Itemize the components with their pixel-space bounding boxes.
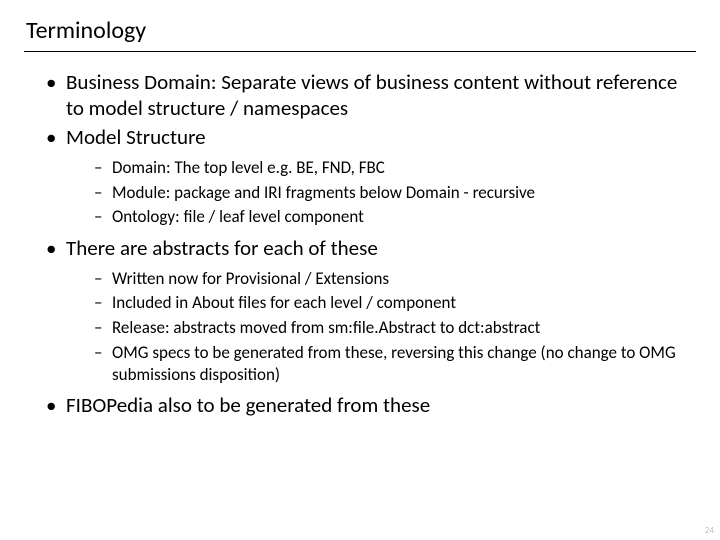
list-item: Ontology: file / leaf level component	[94, 206, 696, 228]
list-item-text: Domain: The top level e.g. BE, FND, FBC	[112, 157, 385, 178]
list-item-text: FIBOPedia also to be generated from thes…	[66, 392, 430, 418]
list-item-text: Module: package and IRI fragments below …	[112, 182, 535, 203]
list-item: Included in About files for each level /…	[94, 292, 696, 314]
bullet-list: Business Domain: Separate views of busin…	[24, 70, 696, 419]
list-item-text: OMG specs to be generated from these, re…	[112, 342, 676, 385]
list-item-text: Included in About files for each level /…	[112, 292, 456, 313]
slide: Terminology Business Domain: Separate vi…	[0, 0, 720, 540]
list-item: Business Domain: Separate views of busin…	[46, 70, 696, 121]
list-item: Release: abstracts moved from sm:file.Ab…	[94, 317, 696, 339]
list-item: Written now for Provisional / Extensions	[94, 268, 696, 290]
slide-title: Terminology	[24, 16, 696, 52]
list-item: Model Structure Domain: The top level e.…	[46, 125, 696, 228]
list-item: Domain: The top level e.g. BE, FND, FBC	[94, 157, 696, 179]
list-item-text: Release: abstracts moved from sm:file.Ab…	[112, 317, 540, 338]
list-item: There are abstracts for each of these Wr…	[46, 236, 696, 385]
sub-list: Written now for Provisional / Extensions…	[66, 268, 696, 386]
page-number: 24	[705, 525, 714, 536]
list-item-text: Written now for Provisional / Extensions	[112, 268, 389, 289]
list-item-text: There are abstracts for each of these	[66, 235, 378, 261]
list-item: Module: package and IRI fragments below …	[94, 182, 696, 204]
list-item: OMG specs to be generated from these, re…	[94, 342, 696, 386]
list-item-text: Ontology: file / leaf level component	[112, 206, 364, 227]
list-item: FIBOPedia also to be generated from thes…	[46, 393, 696, 419]
sub-list: Domain: The top level e.g. BE, FND, FBC …	[66, 157, 696, 228]
list-item-text: Business Domain: Separate views of busin…	[66, 69, 677, 121]
list-item-text: Model Structure	[66, 124, 206, 150]
